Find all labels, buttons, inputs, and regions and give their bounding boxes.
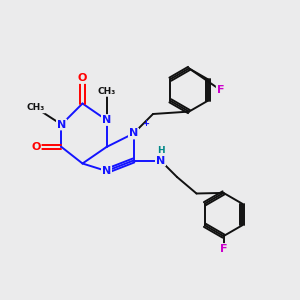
Text: N: N <box>102 115 111 125</box>
Text: F: F <box>217 85 224 95</box>
Text: N: N <box>129 128 138 139</box>
Text: CH₃: CH₃ <box>27 103 45 112</box>
Text: O: O <box>78 73 87 83</box>
Text: CH₃: CH₃ <box>98 87 116 96</box>
Text: H: H <box>157 146 164 155</box>
Text: F: F <box>220 244 227 254</box>
Text: N: N <box>102 166 111 176</box>
Text: +: + <box>142 119 149 128</box>
Text: O: O <box>31 142 41 152</box>
Text: N: N <box>156 155 165 166</box>
Text: N: N <box>57 119 66 130</box>
